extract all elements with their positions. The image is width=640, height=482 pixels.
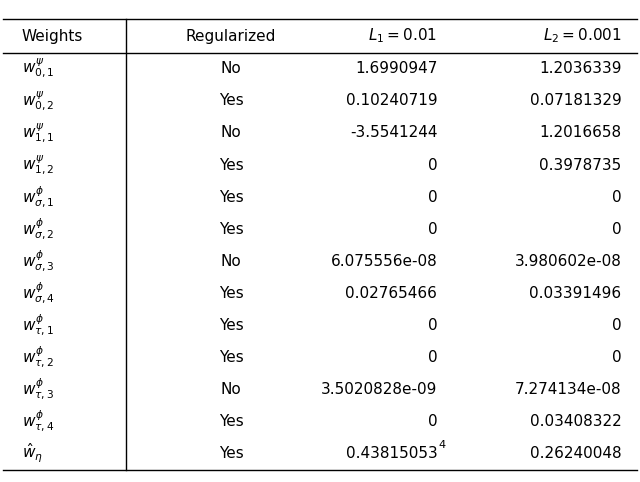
- Text: $w_{\sigma,1}^{\phi}$: $w_{\sigma,1}^{\phi}$: [22, 185, 54, 210]
- Text: -3.5541244: -3.5541244: [350, 125, 437, 140]
- Text: $w_{\tau,2}^{\phi}$: $w_{\tau,2}^{\phi}$: [22, 345, 54, 370]
- Text: $w_{\sigma,2}^{\phi}$: $w_{\sigma,2}^{\phi}$: [22, 216, 54, 242]
- Text: 0: 0: [612, 318, 621, 333]
- Text: No: No: [221, 254, 241, 269]
- Text: Weights: Weights: [22, 28, 83, 44]
- Text: $\hat{w}_{\eta}$: $\hat{w}_{\eta}$: [22, 442, 43, 466]
- Text: No: No: [221, 61, 241, 76]
- Text: 1.2036339: 1.2036339: [539, 61, 621, 76]
- Text: 1.2016658: 1.2016658: [540, 125, 621, 140]
- Text: Yes: Yes: [219, 222, 244, 237]
- Text: 0: 0: [428, 158, 437, 173]
- Text: 0: 0: [428, 318, 437, 333]
- Text: 1.6990947: 1.6990947: [355, 61, 437, 76]
- Text: Yes: Yes: [219, 446, 244, 461]
- Text: Yes: Yes: [219, 158, 244, 173]
- Text: $L_2 = 0.001$: $L_2 = 0.001$: [543, 27, 621, 45]
- Text: 0: 0: [612, 222, 621, 237]
- Text: 0: 0: [428, 350, 437, 365]
- Text: $w_{\tau,1}^{\phi}$: $w_{\tau,1}^{\phi}$: [22, 313, 54, 338]
- Text: 0.03391496: 0.03391496: [529, 286, 621, 301]
- Text: 0: 0: [428, 414, 437, 429]
- Text: 0.02765466: 0.02765466: [346, 286, 437, 301]
- Text: No: No: [221, 382, 241, 397]
- Text: $w_{1,1}^{\psi}$: $w_{1,1}^{\psi}$: [22, 121, 54, 145]
- Text: 4: 4: [438, 440, 446, 450]
- Text: $w_{0,2}^{\psi}$: $w_{0,2}^{\psi}$: [22, 89, 54, 113]
- Text: 0: 0: [612, 189, 621, 205]
- Text: $L_1 = 0.01$: $L_1 = 0.01$: [369, 27, 437, 45]
- Text: Yes: Yes: [219, 94, 244, 108]
- Text: 7.274134e-08: 7.274134e-08: [515, 382, 621, 397]
- Text: $w_{0,1}^{\psi}$: $w_{0,1}^{\psi}$: [22, 57, 54, 80]
- Text: 0.07181329: 0.07181329: [530, 94, 621, 108]
- Text: 0.10240719: 0.10240719: [346, 94, 437, 108]
- Text: $w_{\sigma,3}^{\phi}$: $w_{\sigma,3}^{\phi}$: [22, 249, 54, 274]
- Text: Yes: Yes: [219, 350, 244, 365]
- Text: Yes: Yes: [219, 189, 244, 205]
- Text: $w_{1,2}^{\psi}$: $w_{1,2}^{\psi}$: [22, 153, 54, 177]
- Text: 3.980602e-08: 3.980602e-08: [515, 254, 621, 269]
- Text: 0: 0: [428, 189, 437, 205]
- Text: 0: 0: [612, 350, 621, 365]
- Text: 0.3978735: 0.3978735: [539, 158, 621, 173]
- Text: $w_{\sigma,4}^{\phi}$: $w_{\sigma,4}^{\phi}$: [22, 281, 54, 306]
- Text: 0.26240048: 0.26240048: [530, 446, 621, 461]
- Text: Regularized: Regularized: [186, 28, 276, 44]
- Text: No: No: [221, 125, 241, 140]
- Text: 3.5020828e-09: 3.5020828e-09: [321, 382, 437, 397]
- Text: $w_{\tau,3}^{\phi}$: $w_{\tau,3}^{\phi}$: [22, 377, 54, 402]
- Text: 0.03408322: 0.03408322: [530, 414, 621, 429]
- Text: Yes: Yes: [219, 286, 244, 301]
- Text: Yes: Yes: [219, 414, 244, 429]
- Text: 0: 0: [428, 222, 437, 237]
- Text: 0.43815053: 0.43815053: [346, 446, 437, 461]
- Text: Yes: Yes: [219, 318, 244, 333]
- Text: 6.075556e-08: 6.075556e-08: [331, 254, 437, 269]
- Text: $w_{\tau,4}^{\phi}$: $w_{\tau,4}^{\phi}$: [22, 409, 54, 434]
